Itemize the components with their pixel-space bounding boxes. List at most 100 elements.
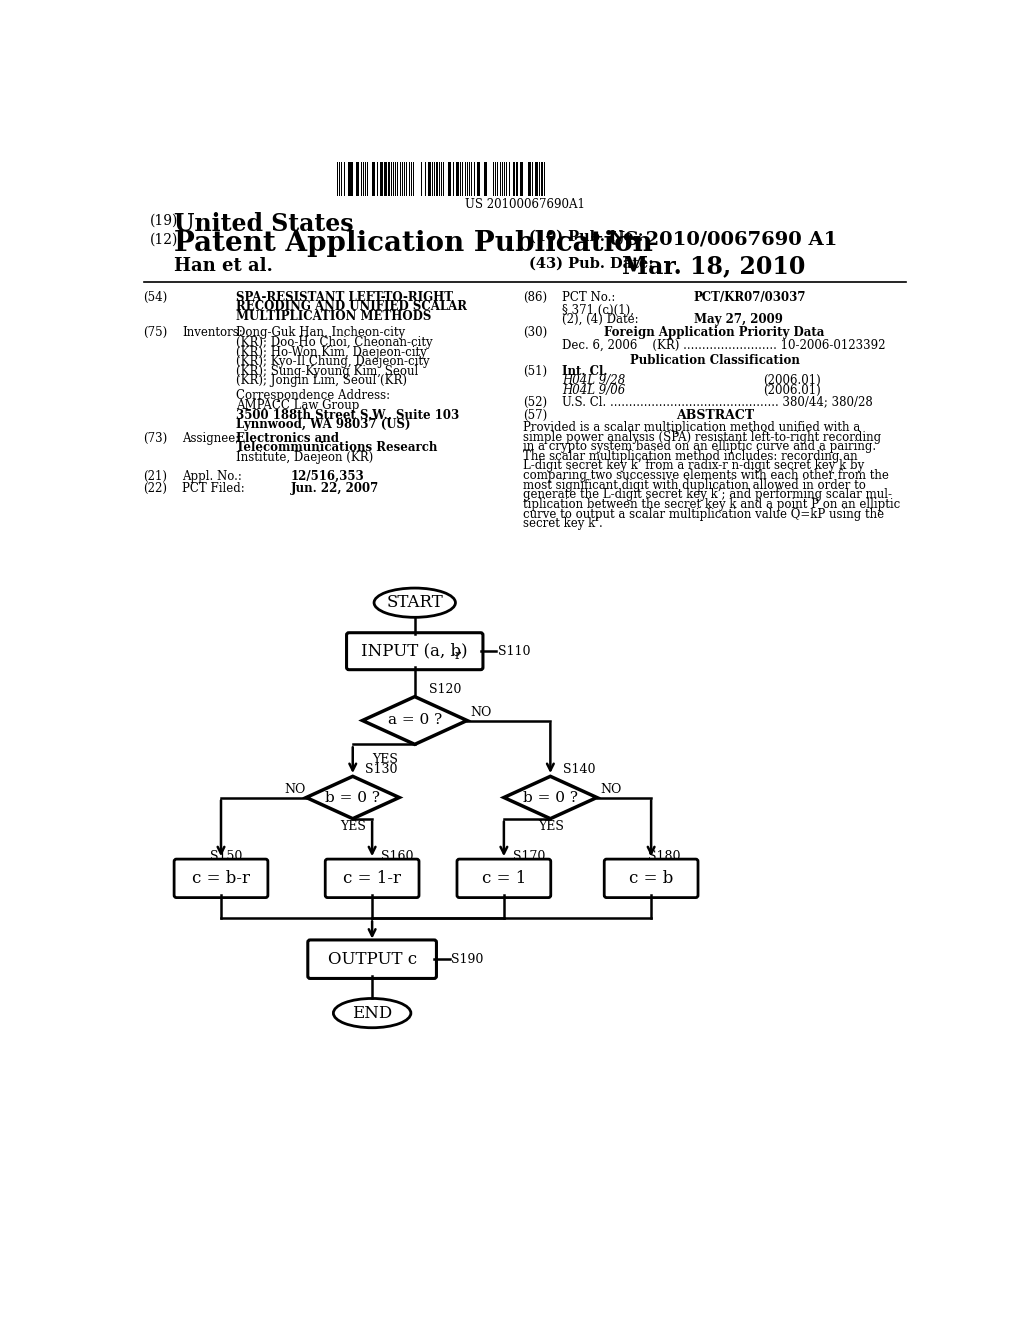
- Text: H04L 9/06: H04L 9/06: [562, 384, 626, 397]
- Text: c = 1: c = 1: [481, 870, 526, 887]
- Text: (KR); Doo-Ho Choi, Cheonan-city: (KR); Doo-Ho Choi, Cheonan-city: [237, 335, 433, 348]
- Text: S190: S190: [452, 953, 483, 966]
- Text: (2006.01): (2006.01): [764, 375, 821, 387]
- Text: b = 0 ?: b = 0 ?: [326, 791, 380, 804]
- Text: Foreign Application Priority Data: Foreign Application Priority Data: [604, 326, 825, 339]
- Text: comparing two successive elements with each other from the: comparing two successive elements with e…: [523, 469, 889, 482]
- Bar: [438, 162, 440, 197]
- Text: S140: S140: [563, 763, 595, 776]
- Text: ABSTRACT: ABSTRACT: [676, 409, 754, 421]
- Text: L-digit secret key k’ from a radix-r n-digit secret key k by: L-digit secret key k’ from a radix-r n-d…: [523, 459, 864, 473]
- Text: Institute, Daejeon (KR): Institute, Daejeon (KR): [237, 451, 374, 465]
- Text: PCT Filed:: PCT Filed:: [182, 482, 245, 495]
- Text: (KR); Sung-Kyoung Kim, Seoul: (KR); Sung-Kyoung Kim, Seoul: [237, 364, 419, 378]
- Bar: [348, 162, 349, 197]
- Text: b = 0 ?: b = 0 ?: [523, 791, 578, 804]
- Text: US 20100067690A1: US 20100067690A1: [465, 198, 585, 211]
- Text: S110: S110: [498, 645, 530, 659]
- Text: AMPACC Law Group: AMPACC Law Group: [237, 399, 359, 412]
- Bar: [357, 162, 359, 197]
- Text: Dong-Guk Han, Incheon-city: Dong-Guk Han, Incheon-city: [237, 326, 406, 339]
- Bar: [339, 162, 340, 197]
- Text: (10) Pub. No.:: (10) Pub. No.:: [529, 230, 644, 244]
- Polygon shape: [306, 776, 399, 818]
- Text: 12/516,353: 12/516,353: [291, 470, 365, 483]
- Text: Lynnwood, WA 98037 (US): Lynnwood, WA 98037 (US): [237, 418, 411, 432]
- Bar: [495, 162, 496, 197]
- Polygon shape: [362, 697, 467, 744]
- Bar: [381, 162, 383, 197]
- Text: (19): (19): [150, 214, 178, 228]
- Bar: [429, 162, 431, 197]
- Text: YES: YES: [538, 820, 564, 833]
- Text: Correspondence Address:: Correspondence Address:: [237, 389, 390, 403]
- Text: Electronics and: Electronics and: [237, 432, 340, 445]
- Text: S130: S130: [366, 763, 397, 776]
- Text: United States: United States: [174, 213, 354, 236]
- Text: PCT/KR07/03037: PCT/KR07/03037: [693, 290, 806, 304]
- Text: a = 0 ?: a = 0 ?: [388, 714, 442, 727]
- Polygon shape: [504, 776, 597, 818]
- Text: Assignee:: Assignee:: [182, 432, 240, 445]
- Text: START: START: [386, 594, 443, 611]
- Text: OUTPUT c: OUTPUT c: [328, 950, 417, 968]
- Text: SPA-RESISTANT LEFT-TO-RIGHT: SPA-RESISTANT LEFT-TO-RIGHT: [237, 290, 454, 304]
- Bar: [394, 162, 396, 197]
- FancyBboxPatch shape: [457, 859, 551, 898]
- Text: END: END: [352, 1005, 392, 1022]
- Text: S150: S150: [210, 850, 243, 863]
- Text: generate the L-digit secret key k’; and performing scalar mul-: generate the L-digit secret key k’; and …: [523, 488, 892, 502]
- Text: c = b: c = b: [629, 870, 674, 887]
- Text: (12): (12): [150, 234, 178, 247]
- FancyBboxPatch shape: [308, 940, 436, 978]
- Text: tiplication between the secret key k and a point P on an elliptic: tiplication between the secret key k and…: [523, 498, 900, 511]
- Text: (2), (4) Date:: (2), (4) Date:: [562, 313, 639, 326]
- Text: Telecommunications Research: Telecommunications Research: [237, 441, 438, 454]
- Bar: [515, 162, 518, 197]
- Bar: [541, 162, 544, 197]
- FancyBboxPatch shape: [174, 859, 268, 898]
- Bar: [529, 162, 531, 197]
- Bar: [460, 162, 461, 197]
- Text: Dec. 6, 2006    (KR) ......................... 10-2006-0123392: Dec. 6, 2006 (KR) ......................…: [562, 339, 886, 351]
- Text: May 27, 2009: May 27, 2009: [693, 313, 782, 326]
- Text: (KR); Ho-Won Kim, Daejeon-city: (KR); Ho-Won Kim, Daejeon-city: [237, 346, 427, 359]
- Text: S160: S160: [381, 850, 414, 863]
- Text: (22): (22): [143, 482, 168, 495]
- Text: NO: NO: [470, 706, 492, 719]
- Text: (21): (21): [143, 470, 168, 483]
- Text: (52): (52): [523, 396, 548, 409]
- Text: 3500 188th Street S.W., Suite 103: 3500 188th Street S.W., Suite 103: [237, 409, 460, 421]
- Text: (75): (75): [143, 326, 168, 339]
- Bar: [485, 162, 486, 197]
- Bar: [537, 162, 538, 197]
- Ellipse shape: [334, 998, 411, 1028]
- Text: (73): (73): [143, 432, 168, 445]
- Bar: [372, 162, 374, 197]
- Bar: [350, 162, 352, 197]
- Text: S120: S120: [429, 684, 461, 696]
- Text: S170: S170: [513, 850, 546, 863]
- Text: RECODING AND UNIFIED SCALAR: RECODING AND UNIFIED SCALAR: [237, 301, 468, 313]
- Text: c = b-r: c = b-r: [193, 870, 250, 887]
- Bar: [435, 162, 438, 197]
- Text: NO: NO: [285, 783, 306, 796]
- Bar: [513, 162, 515, 197]
- Text: most significant digit with duplication allowed in order to: most significant digit with duplication …: [523, 479, 866, 492]
- Bar: [385, 162, 387, 197]
- Text: secret key k’.: secret key k’.: [523, 517, 603, 531]
- Text: Inventors:: Inventors:: [182, 326, 243, 339]
- Text: curve to output a scalar multiplication value Q=kP using the: curve to output a scalar multiplication …: [523, 508, 885, 520]
- Text: H04L 9/28: H04L 9/28: [562, 375, 626, 387]
- Text: US 2010/0067690 A1: US 2010/0067690 A1: [608, 230, 838, 248]
- Text: (86): (86): [523, 290, 548, 304]
- Bar: [458, 162, 459, 197]
- Text: The scalar multiplication method includes: recording an: The scalar multiplication method include…: [523, 450, 858, 463]
- Bar: [411, 162, 413, 197]
- Text: S180: S180: [648, 850, 681, 863]
- Text: PCT No.:: PCT No.:: [562, 290, 615, 304]
- Text: § 371 (c)(1),: § 371 (c)(1),: [562, 304, 634, 317]
- Ellipse shape: [374, 589, 456, 618]
- Text: Mar. 18, 2010: Mar. 18, 2010: [623, 253, 806, 279]
- Bar: [403, 162, 406, 197]
